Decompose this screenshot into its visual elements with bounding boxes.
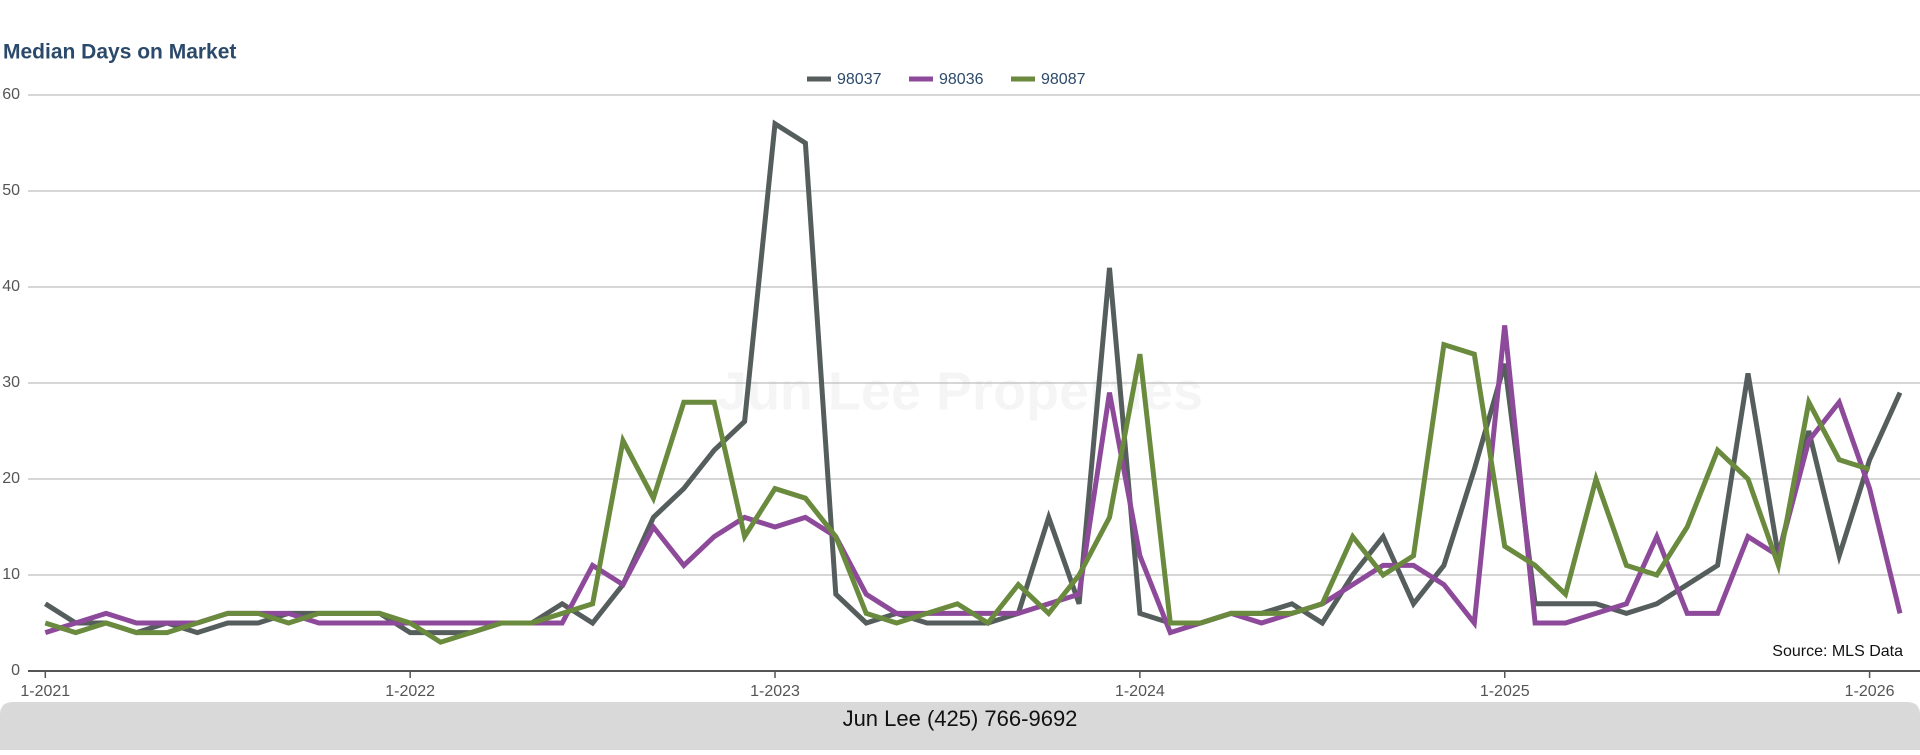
legend-label: 98036 xyxy=(939,71,984,88)
y-tick-label: 0 xyxy=(11,662,20,679)
source-note: Source: MLS Data xyxy=(1772,643,1903,660)
y-tick-label: 20 xyxy=(2,470,20,487)
series-line xyxy=(44,341,1871,645)
chart-title: Median Days on Market xyxy=(3,41,236,64)
x-tick-label: 1-2026 xyxy=(1845,683,1895,700)
x-tick-label: 1-2021 xyxy=(20,683,70,700)
legend-label: 98037 xyxy=(837,71,882,88)
legend-label: 98087 xyxy=(1041,71,1086,88)
y-tick-label: 40 xyxy=(2,278,20,295)
x-tick-label: 1-2024 xyxy=(1115,683,1165,700)
x-tick-label: 1-2022 xyxy=(385,683,435,700)
y-tick-label: 60 xyxy=(2,86,20,103)
x-tick-label: 1-2023 xyxy=(750,683,800,700)
y-tick-label: 50 xyxy=(2,182,20,199)
x-tick-label: 1-2025 xyxy=(1480,683,1530,700)
footer-band xyxy=(0,702,1920,750)
footer-text: Jun Lee (425) 766-9692 xyxy=(843,706,1078,731)
y-tick-label: 10 xyxy=(2,566,20,583)
y-tick-label: 30 xyxy=(2,374,20,391)
